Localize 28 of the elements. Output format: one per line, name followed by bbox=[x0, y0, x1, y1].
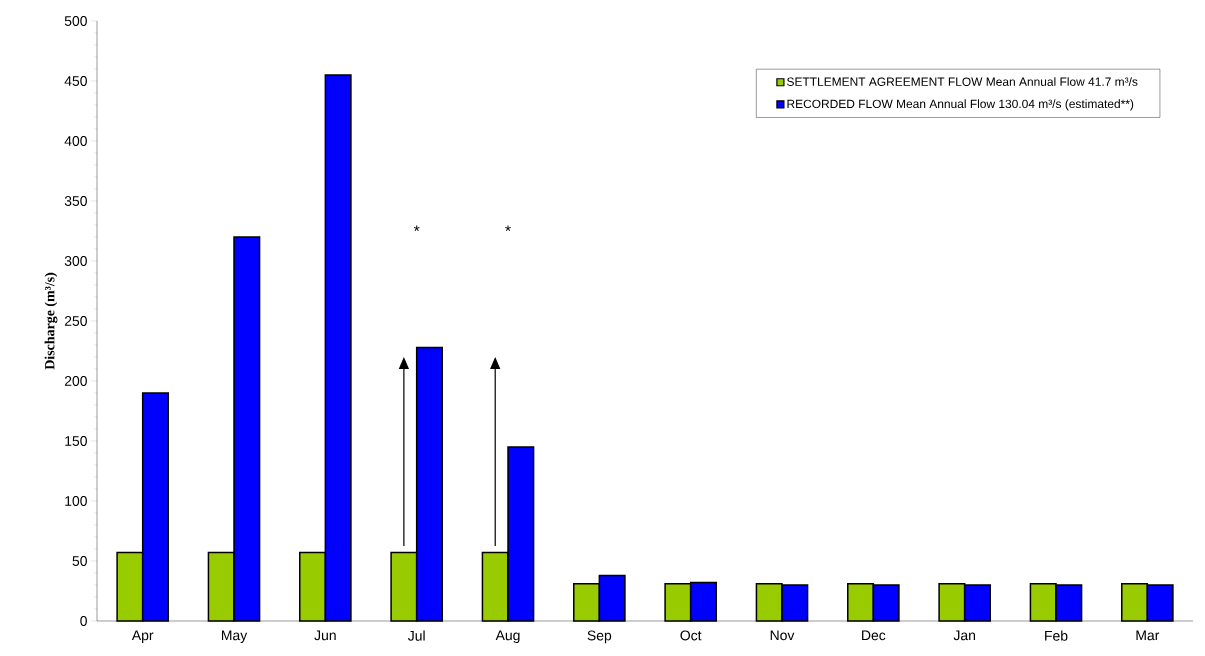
x-tick-label: Sep bbox=[587, 630, 612, 644]
y-tick-label: 50 bbox=[72, 556, 87, 566]
x-tick-label: Apr bbox=[131, 630, 154, 643]
x-tick-label: Jun bbox=[314, 630, 336, 641]
legend-label: RECORDED FLOW Mean Annual Flow 130.04 m³/s (estimated**) bbox=[787, 99, 1134, 111]
x-tick-label: Nov bbox=[770, 630, 795, 641]
x-tick-label: Dec bbox=[862, 630, 886, 641]
x-tick-label: Oct bbox=[680, 630, 702, 641]
y-tick-label: 300 bbox=[64, 256, 87, 266]
y-tick-label: 100 bbox=[65, 496, 87, 506]
x-tick-label: May bbox=[221, 630, 248, 643]
x-tick-label: Aug bbox=[495, 630, 520, 643]
y-tick-label: 0 bbox=[80, 616, 87, 626]
annotation: * bbox=[413, 225, 420, 232]
y-tick-label: 500 bbox=[64, 16, 87, 26]
y-tick-label: 250 bbox=[64, 316, 87, 326]
x-tick-label: Jan bbox=[953, 630, 976, 641]
x-tick-label: Mar bbox=[1136, 630, 1160, 641]
y-tick-label: 150 bbox=[65, 436, 87, 446]
y-tick-label: 200 bbox=[64, 376, 87, 386]
y-tick-label: 400 bbox=[64, 136, 87, 146]
x-tick-label: Feb bbox=[1045, 630, 1068, 641]
legend-label: SETTLEMENT AGREEMENT FLOW Mean Annual Flow 41.7 m³/s bbox=[787, 77, 1138, 86]
annotation: * bbox=[505, 225, 511, 232]
y-axis-title: Discharge (m³/s) bbox=[44, 272, 58, 370]
x-tick-label: Jul bbox=[407, 630, 425, 641]
y-tick-label: 450 bbox=[64, 76, 87, 86]
y-tick-label: 350 bbox=[64, 196, 87, 206]
